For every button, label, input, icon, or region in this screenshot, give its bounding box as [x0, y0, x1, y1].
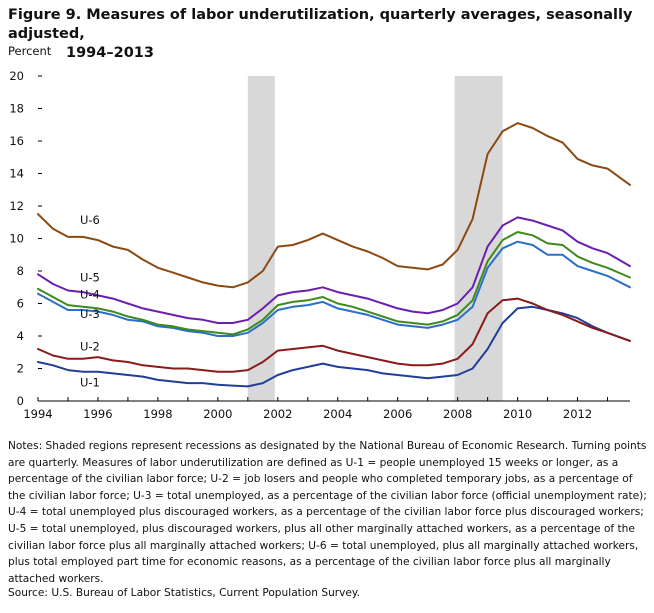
series-line-u-4 — [37, 231, 631, 336]
y-tick-label-6: 6 — [17, 297, 24, 311]
y-tick-label-2: 2 — [17, 362, 24, 376]
title-line-2: 1994–2013 — [66, 45, 154, 61]
figure-title: Figure 9. Measures of labor underutiliza… — [8, 6, 648, 63]
figure-source: Source: U.S. Bureau of Labor Statistics,… — [8, 587, 361, 599]
series-label-u-4: U-4 — [80, 288, 100, 302]
line-chart: 0 2 4 6 8 10 12 14 16 18 20 Percent 1994 1996 1998 2000… — [8, 44, 631, 421]
x-tick-label-1996: 1996 — [83, 407, 112, 421]
x-tick-label-1994: 1994 — [23, 407, 52, 421]
y-tick-label-18: 18 — [9, 102, 24, 116]
x-tick-label-2008: 2008 — [443, 407, 472, 421]
series-label-u-3: U-3 — [80, 307, 100, 321]
series-line-u-5 — [37, 216, 631, 324]
y-tick-label-4: 4 — [17, 329, 24, 343]
y-tick-label-0: 0 — [17, 394, 24, 408]
series-layer — [37, 122, 631, 388]
y-tick-label-16: 16 — [9, 134, 24, 148]
series-label-u-1: U-1 — [80, 375, 100, 389]
series-line-u-3 — [37, 240, 631, 337]
recession-band-2 — [454, 76, 503, 401]
x-tick-label-2000: 2000 — [203, 407, 232, 421]
y-tick-label-14: 14 — [9, 167, 24, 181]
series-line-u-6 — [37, 122, 631, 289]
series-labels-layer: U-6 U-5 U-4 U-3 U-2 U-1 — [80, 213, 100, 390]
x-tick-label-1998: 1998 — [143, 407, 172, 421]
axes-layer: 0 2 4 6 8 10 12 14 16 18 20 Percent 1994 1996 1998 2000… — [8, 44, 630, 421]
x-tick-label-2004: 2004 — [323, 407, 352, 421]
y-tick-label-8: 8 — [17, 264, 24, 278]
title-line-1: Figure 9. Measures of labor underutiliza… — [8, 7, 633, 42]
recession-band-1 — [247, 76, 275, 401]
series-line-u-1 — [37, 305, 631, 388]
x-tick-label-2002: 2002 — [263, 407, 292, 421]
y-tick-label-12: 12 — [9, 199, 24, 213]
x-tick-label-2010: 2010 — [503, 407, 532, 421]
series-label-u-5: U-5 — [80, 271, 100, 285]
series-line-u-2 — [37, 297, 631, 373]
x-tick-label-2012: 2012 — [563, 407, 592, 421]
figure-notes: Notes: Shaded regions represent recessio… — [8, 440, 647, 585]
y-tick-label-10: 10 — [9, 232, 24, 246]
y-tick-label-20: 20 — [9, 69, 24, 83]
x-tick-label-2006: 2006 — [383, 407, 412, 421]
series-label-u-2: U-2 — [80, 340, 100, 354]
y-axis-title: Percent — [8, 44, 52, 58]
series-label-u-6: U-6 — [80, 213, 100, 227]
